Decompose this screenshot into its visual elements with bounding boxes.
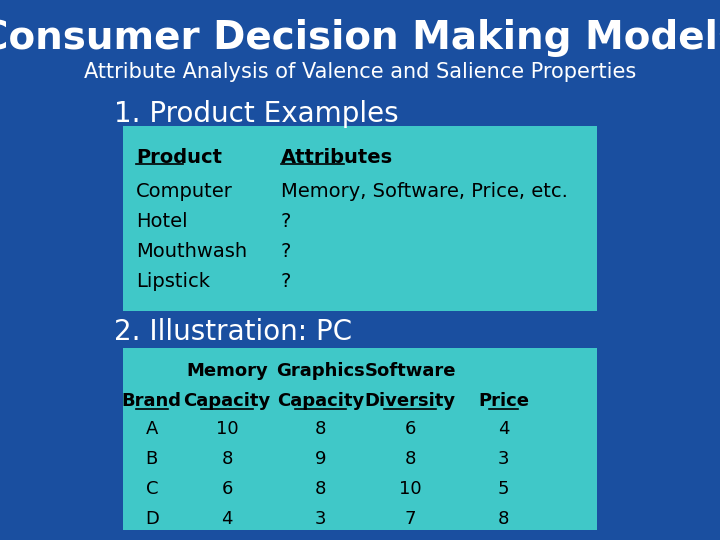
Text: Lipstick: Lipstick bbox=[136, 272, 210, 291]
Text: 3: 3 bbox=[315, 510, 326, 528]
Text: 8: 8 bbox=[405, 450, 416, 468]
Text: Consumer Decision Making Models: Consumer Decision Making Models bbox=[0, 19, 720, 57]
Text: C: C bbox=[145, 480, 158, 498]
Text: Diversity: Diversity bbox=[365, 392, 456, 410]
Text: 4: 4 bbox=[498, 420, 509, 438]
Text: 5: 5 bbox=[498, 480, 509, 498]
Text: Attributes: Attributes bbox=[281, 148, 393, 167]
Text: Memory, Software, Price, etc.: Memory, Software, Price, etc. bbox=[281, 182, 568, 201]
Text: Computer: Computer bbox=[136, 182, 233, 201]
FancyBboxPatch shape bbox=[123, 348, 597, 530]
Text: ?: ? bbox=[281, 272, 292, 291]
Text: 6: 6 bbox=[222, 480, 233, 498]
Text: 8: 8 bbox=[315, 420, 326, 438]
Text: 4: 4 bbox=[222, 510, 233, 528]
Text: 8: 8 bbox=[222, 450, 233, 468]
Text: Capacity: Capacity bbox=[184, 392, 271, 410]
Text: 8: 8 bbox=[498, 510, 509, 528]
Text: Attribute Analysis of Valence and Salience Properties: Attribute Analysis of Valence and Salien… bbox=[84, 62, 636, 82]
Text: Brand: Brand bbox=[122, 392, 181, 410]
Text: A: A bbox=[145, 420, 158, 438]
Text: Graphics: Graphics bbox=[276, 362, 365, 380]
Text: 10: 10 bbox=[399, 480, 422, 498]
Text: 10: 10 bbox=[216, 420, 238, 438]
Text: Capacity: Capacity bbox=[277, 392, 364, 410]
Text: Software: Software bbox=[364, 362, 456, 380]
Text: Mouthwash: Mouthwash bbox=[136, 242, 247, 261]
Text: Price: Price bbox=[478, 392, 529, 410]
Text: ?: ? bbox=[281, 212, 292, 231]
Text: 6: 6 bbox=[405, 420, 416, 438]
Text: Memory: Memory bbox=[186, 362, 268, 380]
Text: ?: ? bbox=[281, 242, 292, 261]
Text: D: D bbox=[145, 510, 158, 528]
Text: 7: 7 bbox=[405, 510, 416, 528]
Text: B: B bbox=[145, 450, 158, 468]
Text: 8: 8 bbox=[315, 480, 326, 498]
Text: Product: Product bbox=[136, 148, 222, 167]
Text: 3: 3 bbox=[498, 450, 509, 468]
FancyBboxPatch shape bbox=[123, 126, 597, 311]
Text: 1. Product Examples: 1. Product Examples bbox=[114, 100, 399, 128]
Text: 2. Illustration: PC: 2. Illustration: PC bbox=[114, 318, 353, 346]
Text: 9: 9 bbox=[315, 450, 326, 468]
Text: Hotel: Hotel bbox=[136, 212, 188, 231]
